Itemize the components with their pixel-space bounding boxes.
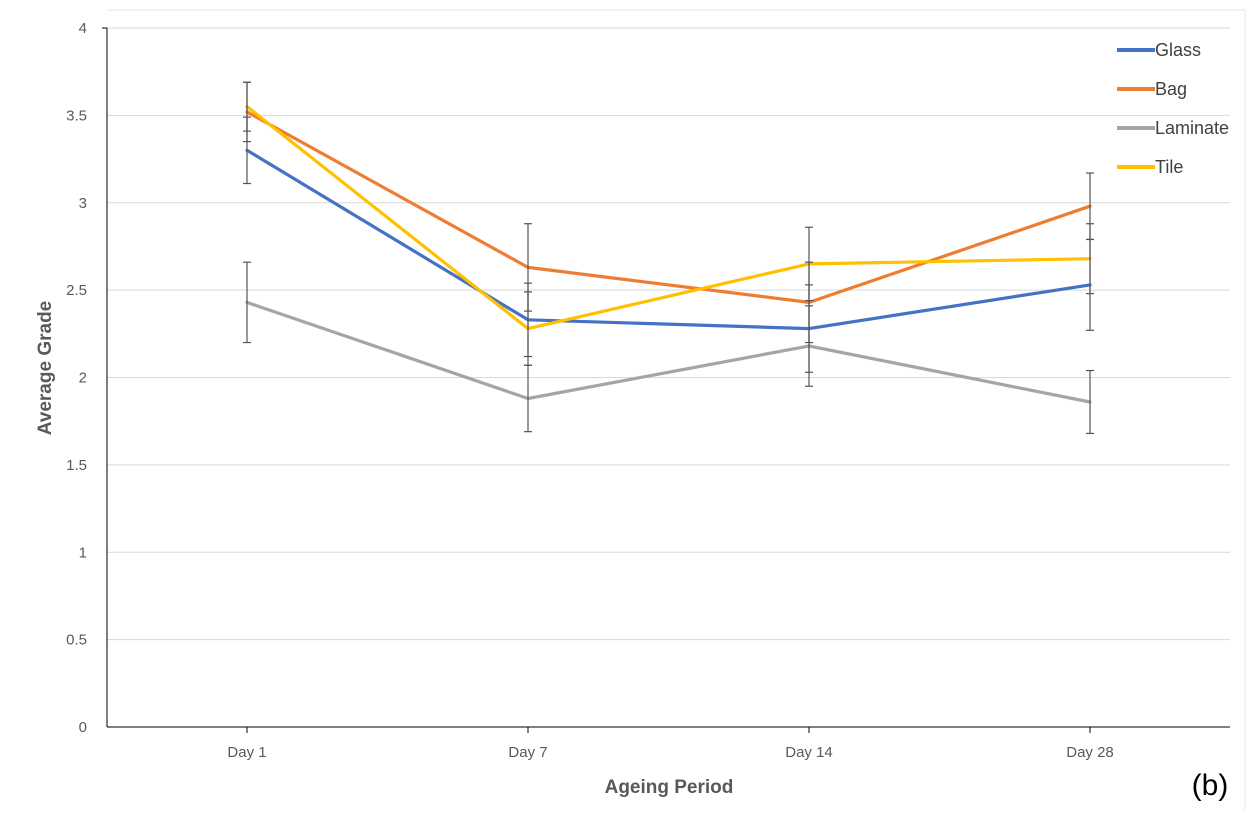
series-line-glass [245,148,1092,331]
legend-label: Bag [1155,79,1187,99]
x-tick-label: Day 7 [508,744,547,761]
y-tick-label: 4 [79,20,87,37]
error-bar [805,226,813,302]
error-bar [1086,223,1094,295]
legend: Glass Bag Laminate Tile [1117,40,1229,177]
x-tick-labels: Day 1 Day 7 Day 14 Day 28 [227,744,1113,761]
series-line-laminate [245,300,1092,404]
y-tick-label: 3.5 [66,107,87,124]
y-tick-label: 2.5 [66,282,87,299]
y-axis-title: Average Grade [35,301,56,435]
y-tick-label: 0.5 [66,632,87,649]
legend-label: Tile [1155,157,1183,177]
series-lines [245,104,1092,404]
legend-label: Laminate [1155,118,1229,138]
axes [102,9,1246,810]
series-line-bag [245,110,1092,304]
x-tick-label: Day 14 [785,744,833,761]
y-tick-label: 1.5 [66,457,87,474]
error-bar [805,305,813,387]
y-tick-label: 1 [79,544,87,561]
panel-label: (b) [1192,769,1229,802]
x-tick-label: Day 1 [227,744,266,761]
legend-label: Glass [1155,40,1201,60]
y-tick-labels: 0 0.5 1 1.5 2 2.5 3 3.5 4 [66,20,87,736]
error-bar [524,291,532,366]
y-tick-label: 3 [79,195,87,212]
error-bar [243,261,251,344]
x-tick-label: Day 28 [1066,744,1114,761]
error-bar [1086,369,1094,435]
error-bar [243,81,251,132]
series-line-tile [245,104,1092,331]
y-tick-label: 0 [79,719,87,736]
error-bars [243,81,1094,435]
y-tick-label: 2 [79,370,87,387]
gridlines [107,27,1230,641]
x-axis-title: Ageing Period [605,777,734,798]
